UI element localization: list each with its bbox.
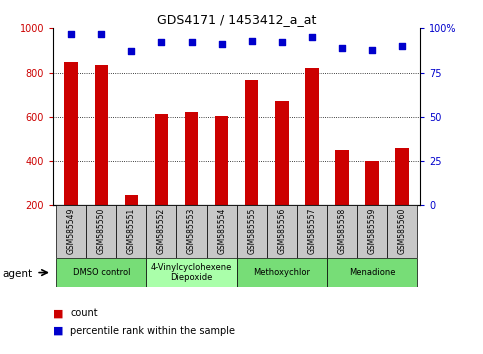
Text: ■: ■ (53, 308, 64, 318)
Text: agent: agent (2, 269, 32, 279)
Point (278, 40, 285, 45)
Bar (64, 62, 78, 205)
Bar (335, 150, 349, 205)
Text: GSM585550: GSM585550 (97, 208, 106, 255)
Text: GSM585557: GSM585557 (307, 208, 316, 255)
Bar (56, 205, 86, 258)
Bar (155, 114, 168, 205)
Bar (357, 205, 387, 258)
Bar (365, 161, 379, 205)
Text: GSM585556: GSM585556 (277, 208, 286, 255)
Text: percentile rank within the sample: percentile rank within the sample (70, 326, 235, 336)
Point (157, 40, 165, 45)
Point (67, 31, 75, 36)
Point (98, 31, 105, 36)
Text: DMSO control: DMSO control (72, 268, 130, 277)
Text: count: count (70, 308, 98, 318)
Point (338, 45, 346, 51)
Text: GSM585551: GSM585551 (127, 208, 136, 254)
Bar (237, 258, 327, 287)
Title: GDS4171 / 1453412_a_at: GDS4171 / 1453412_a_at (157, 13, 316, 26)
Bar (327, 205, 357, 258)
Bar (275, 101, 288, 205)
Text: Methoxychlor: Methoxychlor (253, 268, 310, 277)
Point (218, 41, 226, 47)
Bar (185, 113, 199, 205)
Bar (125, 195, 138, 205)
Bar (95, 65, 108, 205)
Bar (245, 80, 258, 205)
Bar (267, 205, 297, 258)
Bar (146, 205, 176, 258)
Bar (56, 258, 146, 287)
Point (248, 38, 256, 44)
Text: GSM585554: GSM585554 (217, 208, 226, 255)
Bar (86, 205, 116, 258)
Text: GSM585558: GSM585558 (338, 208, 346, 254)
Text: GSM585549: GSM585549 (67, 208, 76, 255)
Point (368, 47, 376, 52)
Point (188, 40, 196, 45)
Text: ■: ■ (53, 326, 64, 336)
Bar (215, 116, 228, 205)
Bar (176, 205, 207, 258)
Text: 4-Vinylcyclohexene
Diepoxide: 4-Vinylcyclohexene Diepoxide (151, 263, 232, 282)
Text: GSM585555: GSM585555 (247, 208, 256, 255)
Bar (116, 205, 146, 258)
Bar (207, 205, 237, 258)
Bar (396, 148, 409, 205)
Text: GSM585552: GSM585552 (157, 208, 166, 254)
Text: GSM585553: GSM585553 (187, 208, 196, 255)
Text: GSM585559: GSM585559 (368, 208, 377, 255)
Point (398, 43, 406, 49)
Text: GSM585560: GSM585560 (398, 208, 407, 255)
Bar (146, 258, 237, 287)
Point (128, 48, 135, 54)
Bar (387, 205, 417, 258)
Bar (305, 68, 319, 205)
Point (308, 34, 316, 40)
Bar (237, 205, 267, 258)
Bar (327, 258, 417, 287)
Text: Menadione: Menadione (349, 268, 395, 277)
Bar (297, 205, 327, 258)
